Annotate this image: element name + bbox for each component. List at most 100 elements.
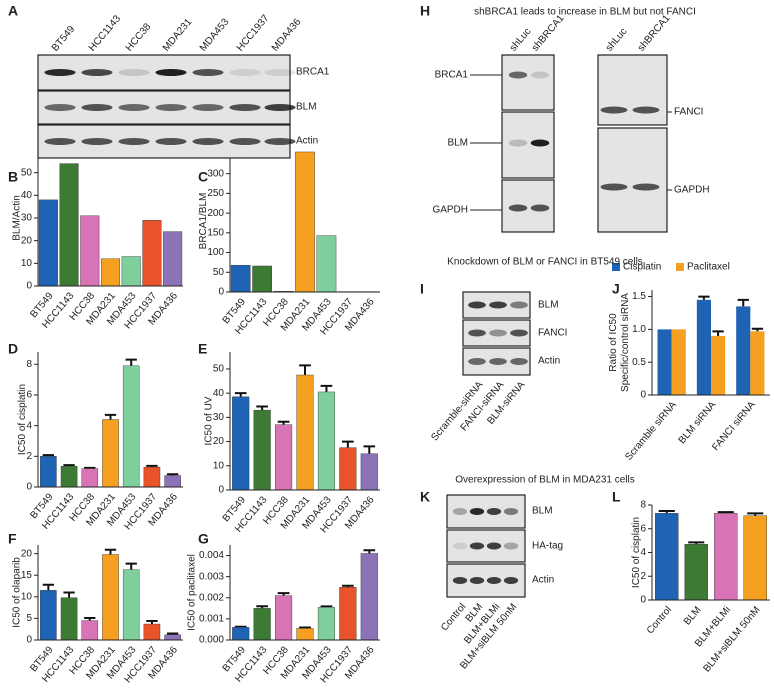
panel-letter: E: [198, 341, 207, 357]
panel-letter: K: [420, 489, 430, 505]
blot-band: [192, 138, 224, 145]
bar: [360, 553, 378, 641]
bar: [122, 569, 140, 641]
panel-letter: C: [198, 169, 208, 185]
panel-letter: B: [8, 169, 18, 185]
bar: [59, 163, 79, 287]
blot-band: [81, 138, 113, 145]
blot-band: [118, 138, 150, 145]
y-tick-label: 0.002: [199, 592, 224, 603]
blot-band: [510, 301, 528, 309]
blot-band: [530, 204, 550, 212]
blot-band: [229, 69, 261, 76]
y-tick-label: 50: [213, 267, 225, 278]
error-bar: [342, 440, 354, 448]
y-tick-label: 30: [213, 412, 225, 423]
bar: [317, 607, 335, 641]
row-label: Actin: [532, 575, 554, 586]
y-tick-label: 6: [640, 523, 646, 534]
bar: [655, 513, 679, 601]
error-bar: [166, 632, 179, 635]
y-tick-label: 0.004: [199, 550, 224, 561]
y-axis-label: Ratio of IC50: [608, 313, 619, 372]
bar: [232, 396, 250, 491]
row-label: BRCA1: [435, 70, 469, 81]
bar: [684, 543, 708, 601]
error-bar: [299, 364, 311, 375]
bar: [295, 151, 315, 293]
y-axis-label: IC50 of paclitaxel: [187, 554, 198, 631]
blot-band: [44, 104, 76, 111]
bar: [275, 424, 293, 491]
y-axis-label: IC50 of cisplatin: [631, 517, 642, 588]
x-tick-label: Scramble siRNA: [623, 399, 679, 463]
legend-swatch: [676, 263, 684, 271]
bar: [143, 623, 161, 641]
y-tick-label: 250: [207, 188, 224, 199]
bar: [736, 306, 751, 395]
row-label: BLM: [296, 102, 317, 113]
error-bar: [146, 620, 158, 625]
bar: [121, 256, 141, 287]
bar: [102, 419, 119, 488]
y-tick-label: 0: [218, 287, 224, 298]
y-tick-label: 4: [640, 547, 646, 558]
panel-letter: I: [420, 281, 424, 297]
blot-band: [452, 508, 468, 515]
blot-band: [486, 508, 502, 515]
blot-band: [503, 577, 519, 584]
bar: [750, 331, 765, 395]
bar: [252, 265, 272, 293]
blot-band: [508, 71, 528, 79]
y-tick-label: 0: [640, 595, 646, 606]
blot-band: [118, 104, 150, 111]
lane-label: MDA453: [198, 16, 232, 53]
y-tick-label: 50: [21, 167, 33, 178]
bar: [143, 466, 161, 488]
blot-band: [510, 329, 528, 337]
row-label: Actin: [296, 136, 318, 147]
y-tick-label: 15: [21, 570, 33, 581]
y-tick-label: 1.5: [632, 291, 646, 302]
bar: [60, 597, 78, 641]
y-tick-label: 10: [21, 591, 33, 602]
error-bar: [256, 405, 268, 411]
lane-label: shBRCA1: [530, 13, 567, 54]
panel-letter: A: [8, 3, 18, 19]
blot-band: [632, 183, 660, 191]
bar: [80, 215, 100, 287]
blot-band: [503, 542, 519, 550]
row-label: FANCI: [538, 328, 567, 339]
blot-band: [503, 508, 519, 515]
lane-label: HCC1937: [235, 13, 272, 54]
blot-band: [510, 358, 528, 365]
blot-band: [452, 577, 468, 584]
y-axis-label: BRCA1/BLM: [198, 193, 209, 250]
error-bar: [658, 509, 675, 514]
row-label: BRCA1: [296, 67, 330, 78]
y-tick-label: 50: [213, 364, 225, 375]
y-axis-label: IC50 of UV: [203, 396, 214, 445]
y-tick-label: 1.0: [632, 324, 646, 335]
bar: [317, 391, 335, 491]
panel-letter: J: [612, 281, 620, 297]
row-label: GAPDH: [674, 185, 710, 196]
x-tick-label: BLM: [682, 605, 704, 628]
y-axis-label: BLM/Actin: [11, 195, 22, 241]
error-bar: [166, 473, 179, 476]
blot-band: [155, 104, 187, 111]
blot-band: [155, 69, 187, 76]
bar: [100, 258, 121, 287]
error-bar: [277, 420, 290, 425]
blot-band: [600, 183, 628, 191]
error-bar: [63, 591, 75, 598]
bar: [102, 554, 119, 641]
blot-frame: [446, 529, 526, 563]
blot-band: [192, 69, 224, 76]
panel-letter: G: [198, 531, 209, 547]
panel-title: Overexpression of BLM in MDA231 cells: [455, 475, 635, 486]
blot-band: [81, 69, 113, 76]
blot-band: [486, 577, 502, 584]
blot-band: [508, 204, 528, 212]
